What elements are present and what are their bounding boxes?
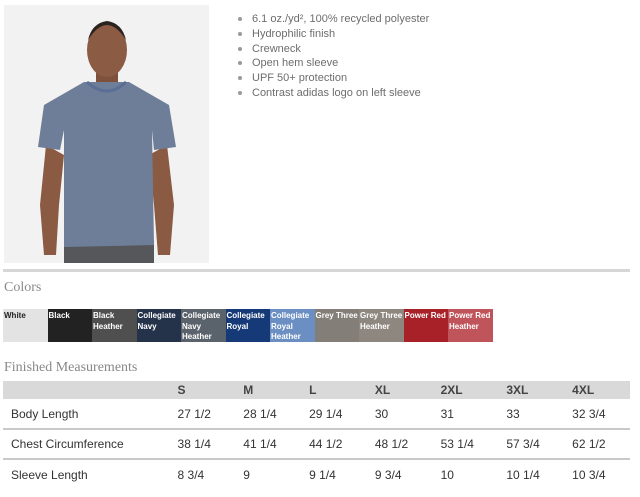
color-swatch[interactable]: White: [3, 309, 48, 342]
measurement-cell: 9: [243, 467, 250, 482]
header-cell: M: [235, 381, 302, 399]
measurement-cell: 8 3/4: [177, 467, 205, 482]
header-cell: XL: [366, 381, 433, 399]
color-swatch[interactable]: Black Heather: [92, 309, 137, 342]
feature-item: 6.1 oz./yd², 100% recycled polyester: [236, 12, 429, 27]
measurements-table: S M L XL 2XL 3XL 4XL Body Length 27 1/2 28…: [3, 381, 630, 489]
header-cell: 2XL: [432, 381, 499, 399]
color-swatch[interactable]: Grey Three Heather: [359, 309, 404, 342]
header-cell: S: [169, 381, 236, 399]
header-cell: L: [301, 381, 367, 399]
feature-item: UPF 50+ protection: [236, 71, 429, 86]
color-swatches: White Black Black Heather Collegiate Navy Co…: [3, 309, 493, 342]
color-swatch[interactable]: Collegiate Royal Heather: [270, 309, 315, 342]
color-swatch[interactable]: Collegiate Navy Heather: [181, 309, 226, 342]
divider: [3, 269, 630, 272]
row-label: Chest Circumference: [3, 429, 170, 460]
color-swatch[interactable]: Collegiate Navy: [136, 309, 181, 342]
measurement-cell: 57 3/4: [498, 429, 565, 460]
table-row: Chest Circumference 38 1/4 41 1/4 44 1/2 48 …: [3, 429, 630, 460]
table-row: Body Length 27 1/2 28 1/4 29 1/4 30 31 33 32 3/…: [3, 399, 630, 430]
measurement-cell: 41 1/4: [235, 429, 302, 460]
color-swatch[interactable]: Power Red Heather: [448, 309, 493, 342]
color-swatch[interactable]: Grey Three: [314, 309, 359, 342]
header-cell: 3XL: [498, 381, 565, 399]
row-label: Body Length: [3, 399, 170, 430]
measurement-cell: 27 1/2: [169, 399, 236, 430]
feature-item: Crewneck: [236, 42, 429, 57]
color-swatch[interactable]: Black: [47, 309, 92, 342]
measurement-cell: 33: [498, 399, 565, 430]
table-row: Sleeve Length 8 3/4 9 9 1/4 9 3/4 10 10 1/4 10 …: [3, 459, 630, 489]
measurement-cell: 31: [432, 399, 499, 430]
header-cell: [3, 381, 170, 399]
measurement-cell: 28 1/4: [235, 399, 302, 430]
measurement-cell: 32 3/4: [564, 399, 630, 430]
measurements-heading: Finished Measurements: [4, 360, 138, 375]
colors-heading: Colors: [4, 280, 42, 295]
measurement-cell: 44 1/2: [301, 429, 367, 460]
measurement-cell: 53 1/4: [432, 429, 499, 460]
feature-list: 6.1 oz./yd², 100% recycled polyester Hyd…: [236, 12, 429, 101]
row-label: Sleeve Length: [11, 467, 88, 482]
feature-item: Hydrophilic finish: [236, 27, 429, 42]
product-photo: [4, 5, 209, 263]
feature-item: Contrast adidas logo on left sleeve: [236, 86, 429, 101]
color-swatch[interactable]: Power Red: [403, 309, 448, 342]
measurement-cell: 38 1/4: [169, 429, 236, 460]
measurement-cell: 10 1/4: [506, 467, 540, 482]
measurement-cell: 62 1/2: [564, 429, 630, 460]
measurement-cell: 30: [366, 399, 433, 430]
measurement-cell: 10: [440, 467, 454, 482]
measurement-cell: 9 1/4: [309, 467, 336, 482]
measurement-cell: 9 3/4: [374, 467, 402, 482]
measurement-cell: 29 1/4: [301, 399, 367, 430]
color-swatch[interactable]: Collegiate Royal: [225, 309, 270, 342]
table-header-row: S M L XL 2XL 3XL 4XL: [3, 381, 630, 399]
measurement-cell: 10 3/4: [572, 467, 606, 482]
header-cell: 4XL: [564, 381, 630, 399]
measurement-cell: 48 1/2: [366, 429, 433, 460]
feature-item: Open hem sleeve: [236, 56, 429, 71]
